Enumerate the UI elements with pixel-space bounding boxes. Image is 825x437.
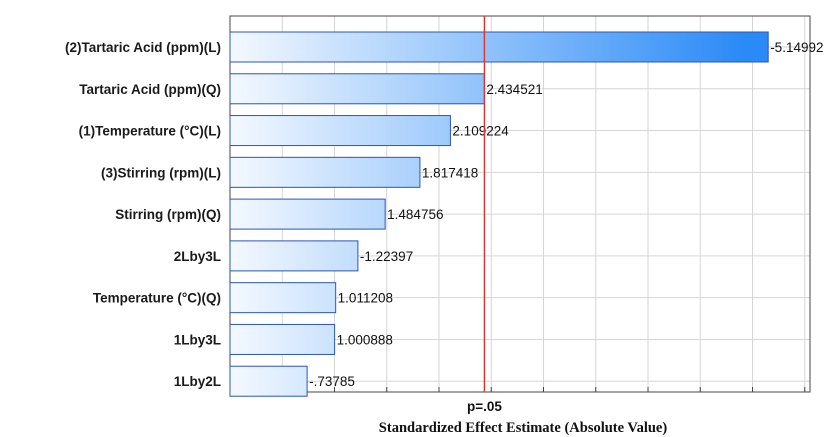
significance-label: p=.05 — [467, 399, 502, 414]
category-label: (2)Tartaric Acid (ppm)(L) — [65, 40, 221, 55]
value-labels: -5.14992 2.434521 2.109224 1.817418 1.484756… — [309, 40, 823, 389]
category-label: Tartaric Acid (ppm)(Q) — [79, 82, 221, 97]
category-label: 2Lby3L — [174, 249, 221, 264]
category-label: 1Lby2L — [174, 374, 221, 389]
category-labels: (2)Tartaric Acid (ppm)(L) Tartaric Acid (… — [65, 40, 221, 389]
bar — [229, 156, 421, 188]
bar — [229, 240, 359, 272]
value-label: 2.109224 — [452, 124, 509, 139]
value-label: -5.14992 — [770, 40, 823, 55]
category-label: Stirring (rpm)(Q) — [115, 207, 221, 222]
category-label: 1Lby3L — [174, 332, 221, 347]
value-label: -1.22397 — [360, 249, 413, 264]
category-label: (3)Stirring (rpm)(L) — [101, 165, 221, 180]
value-label: -.73785 — [309, 374, 355, 389]
bar — [229, 115, 451, 147]
value-label: 1.000888 — [337, 332, 393, 347]
value-label: 1.484756 — [387, 207, 443, 222]
bars — [229, 31, 769, 397]
bar — [229, 282, 337, 314]
x-axis-ticks — [281, 387, 806, 392]
value-label: 2.434521 — [486, 82, 542, 97]
bar — [229, 73, 485, 105]
category-label: Temperature (°C)(Q) — [93, 291, 221, 306]
category-label: (1)Temperature (°C)(L) — [79, 124, 221, 139]
value-label: 1.817418 — [422, 165, 478, 180]
bar — [229, 198, 386, 230]
bar — [229, 31, 769, 63]
x-axis-title: Standardized Effect Estimate (Absolute V… — [379, 420, 668, 436]
bar — [229, 365, 308, 397]
bar — [229, 323, 336, 355]
value-label: 1.011208 — [338, 291, 393, 306]
